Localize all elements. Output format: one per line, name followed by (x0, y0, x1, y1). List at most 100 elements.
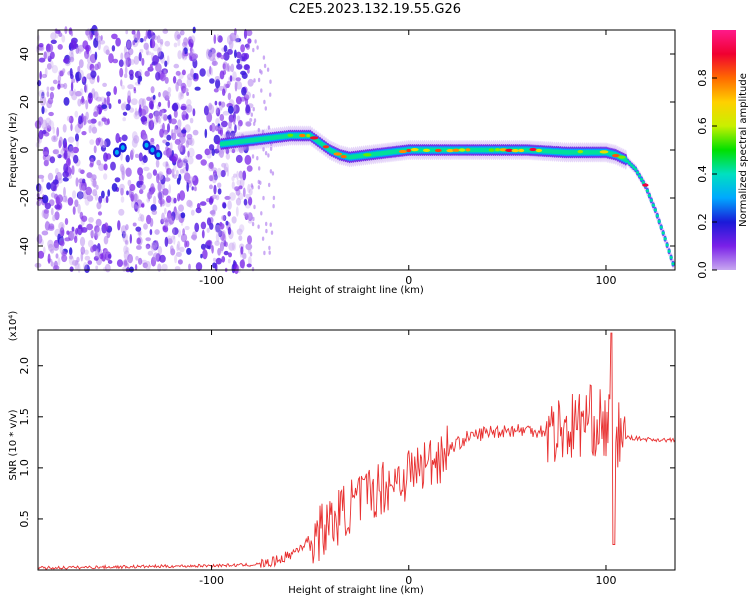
spectrogram-cell (221, 120, 228, 128)
spectrogram-cell (154, 111, 161, 120)
spectrogram-cell (139, 189, 144, 195)
spectrogram-cell (172, 227, 179, 236)
spectrogram-cell (257, 77, 261, 83)
spectrogram-cell (162, 188, 169, 196)
spectrogram-cell (185, 140, 190, 148)
spectrogram-cell (125, 240, 128, 245)
spectrogram-cell (66, 230, 70, 235)
spectrogram-cell (253, 204, 256, 210)
spectrogram-cell (98, 163, 105, 171)
spectrogram-cell (143, 36, 147, 42)
spectrogram-cell (105, 49, 110, 55)
spectrogram-cell (192, 108, 196, 117)
spectrogram-cell (226, 169, 230, 177)
spectrogram-cell (63, 186, 66, 198)
spectrogram-cell (120, 151, 123, 161)
spectrogram-cell (177, 240, 181, 251)
spectrogram-cell (157, 116, 161, 123)
spectrogram-cell (134, 264, 138, 271)
spectrogram-cell (246, 263, 252, 268)
spectrogram-cell (134, 110, 139, 116)
spectrogram-cell (47, 172, 54, 181)
spectrogram-cell (127, 254, 133, 264)
spectrogram-cell (127, 179, 132, 187)
spectrogram-cell (149, 217, 154, 227)
spectrogram-cell (231, 148, 236, 154)
spectrogram-cell (252, 216, 255, 222)
spectrogram-cell (114, 149, 119, 155)
spectrogram-cell (88, 217, 94, 223)
spectrogram-cell (208, 161, 214, 170)
spectrogram-cell (70, 40, 77, 50)
spectrogram-cell (135, 153, 139, 158)
spectrogram-cell (165, 141, 170, 147)
spectrogram-cell (89, 139, 95, 145)
spectrogram-cell (665, 243, 669, 247)
spectrogram-cell (97, 211, 103, 216)
spectrogram-cell (188, 147, 195, 158)
spectrogram-cell (152, 94, 156, 100)
spectrogram-cell (162, 122, 165, 133)
spectrogram-cell (70, 73, 74, 80)
spectrogram-cell (94, 31, 99, 37)
spectrogram-cell (163, 150, 170, 156)
spectrogram-cell (189, 117, 194, 124)
spectrogram-cell (243, 53, 250, 60)
spectrogram-cell (233, 104, 240, 114)
spectrogram-cell (217, 125, 224, 131)
spectrogram-cell (63, 150, 68, 160)
spectrogram-cell (87, 260, 93, 265)
spectrogram-cell (159, 72, 166, 82)
spectrogram-cell (41, 230, 49, 236)
spectrogram-cell (73, 154, 79, 164)
spectrogram-cell (253, 121, 256, 127)
spectrogram-cell (118, 59, 124, 67)
spectrogram-cell (43, 246, 46, 255)
spectrogram-cell (127, 84, 134, 90)
spectrogram-cell (107, 189, 111, 197)
spectrogram-cell (155, 71, 161, 81)
spectrogram-cell (247, 68, 250, 74)
spectrogram-cell (529, 147, 537, 152)
spectrogram-cell (85, 186, 92, 196)
spectrogram-cell (671, 262, 675, 265)
spectrogram-cell (70, 81, 74, 92)
spectrogram-cell (263, 250, 266, 256)
spectrogram-cell (90, 230, 94, 239)
spectrogram-cell (89, 162, 94, 168)
spectrogram-cell (79, 88, 84, 97)
spectrogram-cell (68, 145, 75, 154)
spectrogram-cell (185, 38, 188, 44)
spectrogram-cell (180, 212, 186, 219)
spectrogram-cell (244, 154, 252, 165)
spectrogram-cell (151, 209, 158, 215)
spectrogram-cell (46, 50, 51, 59)
spectrogram-cell (223, 250, 229, 256)
spectrogram-cell (131, 131, 138, 141)
spectrogram-cell (229, 32, 237, 42)
spectrogram-cell (151, 35, 158, 41)
spectrogram-cell (41, 119, 48, 130)
spectrogram-cell (38, 57, 46, 63)
spectrogram-cell (50, 207, 54, 216)
spectrogram-cell (66, 115, 71, 122)
spectrogram-cell (173, 197, 177, 204)
snr-series-line (37, 332, 676, 570)
spectrogram-cell (152, 252, 160, 262)
spectrogram-cell (96, 107, 99, 116)
spectrogram-cell (99, 96, 106, 103)
spectrogram-cell (46, 182, 52, 190)
spectrogram-cell (233, 173, 237, 178)
spectrogram-cell (245, 43, 251, 50)
spectrogram-cell (39, 70, 42, 80)
spectrogram-cell (125, 103, 131, 111)
spectrogram-cell (117, 99, 122, 104)
spectrogram-y-label: Frequency (Hz) (8, 112, 19, 188)
spectrogram-cell (159, 254, 166, 263)
spectrogram-cell (488, 148, 495, 152)
spectrogram-cell (495, 148, 500, 152)
colorbar-tick-label: 0.0 (696, 261, 709, 279)
spectrogram-cell (206, 48, 210, 55)
spectrogram-cell (162, 90, 169, 99)
spectrogram-cell (166, 134, 172, 141)
